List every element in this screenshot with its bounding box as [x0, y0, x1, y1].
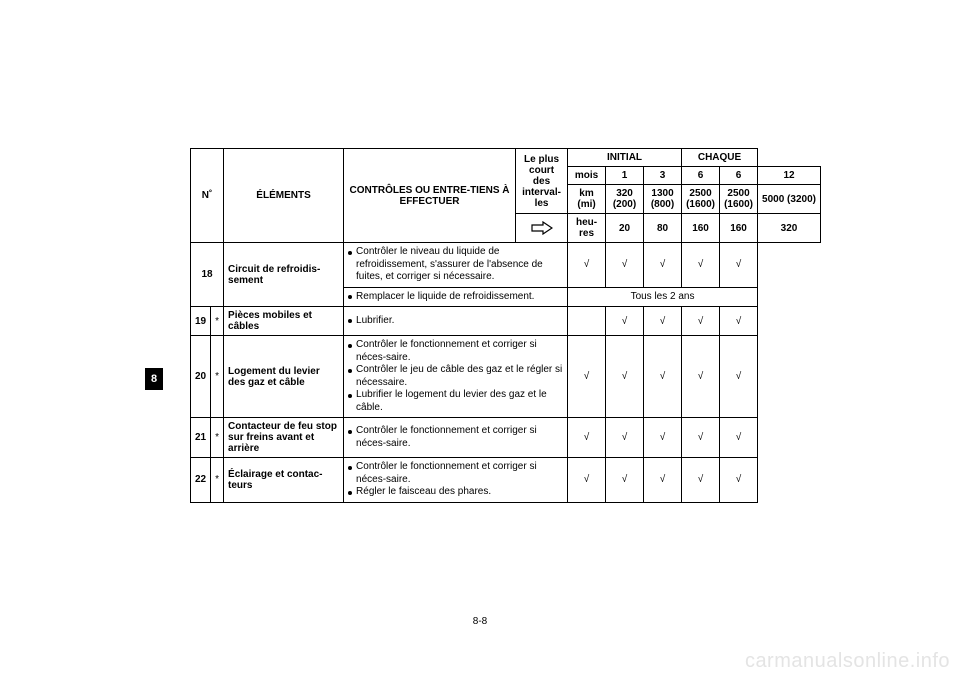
row-element: Circuit de refroidis-sement: [224, 243, 344, 307]
row-star: *: [211, 307, 224, 336]
row-n: 19: [191, 307, 211, 336]
table-row: 20 * Logement du levier des gaz et câble…: [191, 336, 821, 418]
mark: √: [606, 458, 644, 503]
mark: √: [682, 418, 720, 458]
row-element: Éclairage et contac-teurs: [224, 458, 344, 503]
row-star: *: [211, 336, 224, 418]
table-row: 19 * Pièces mobiles et câbles Lubrifier.…: [191, 307, 821, 336]
check-item: Contrôler le fonctionnement et corriger …: [348, 425, 563, 450]
mark: √: [682, 243, 720, 288]
mark: √: [720, 307, 758, 336]
mark: √: [568, 336, 606, 418]
check-item: Contrôler le niveau du liquide de refroi…: [348, 246, 563, 284]
header-km-5: 5000 (3200): [758, 185, 821, 214]
chapter-tab-label: 8: [151, 373, 157, 385]
header-intervals: Le plus court des interval-les: [516, 149, 568, 214]
mark: √: [644, 243, 682, 288]
header-initial: INITIAL: [568, 149, 682, 167]
check-item: Lubrifier.: [348, 315, 563, 328]
watermark: carmanualsonline.info: [745, 650, 950, 673]
check-item: Contrôler le fonctionnement et corriger …: [348, 339, 563, 364]
header-h-2: 80: [644, 214, 682, 243]
header-km-3: 2500 (1600): [682, 185, 720, 214]
header-h-3: 160: [682, 214, 720, 243]
header-mois-3: 3: [644, 167, 682, 185]
mark: √: [568, 458, 606, 503]
header-h-4: 160: [720, 214, 758, 243]
row-checks: Remplacer le liquide de refroidissement.: [344, 287, 568, 307]
row-checks: Lubrifier.: [344, 307, 568, 336]
row-element: Contacteur de feu stop sur freins avant …: [224, 418, 344, 458]
mark: √: [568, 243, 606, 288]
maintenance-table: N˚ ÉLÉMENTS CONTRÔLES OU ENTRE-TIENS À E…: [190, 148, 821, 503]
header-km-2: 1300 (800): [644, 185, 682, 214]
row-n: 22: [191, 458, 211, 503]
mark: √: [644, 307, 682, 336]
row-star: *: [211, 418, 224, 458]
mark: [568, 307, 606, 336]
page-number: 8-8: [0, 616, 960, 627]
row-checks: Contrôler le fonctionnement et corriger …: [344, 336, 568, 418]
mark: √: [720, 458, 758, 503]
row-element: Logement du levier des gaz et câble: [224, 336, 344, 418]
table-header: N˚ ÉLÉMENTS CONTRÔLES OU ENTRE-TIENS À E…: [191, 149, 821, 243]
chapter-tab: 8: [145, 368, 163, 390]
header-mois-6b: 6: [720, 167, 758, 185]
row-star: *: [211, 458, 224, 503]
check-item: Régler le faisceau des phares.: [348, 486, 563, 499]
mark: √: [720, 336, 758, 418]
row-checks: Contrôler le niveau du liquide de refroi…: [344, 243, 568, 288]
header-heures: heu-res: [568, 214, 606, 243]
row-n: 20: [191, 336, 211, 418]
check-item: Contrôler le fonctionnement et corriger …: [348, 461, 563, 486]
mark: √: [644, 336, 682, 418]
mark: √: [606, 418, 644, 458]
mark: √: [720, 243, 758, 288]
row-n: 21: [191, 418, 211, 458]
header-km-1: 320 (200): [606, 185, 644, 214]
mark: √: [682, 307, 720, 336]
table-row: 18 Circuit de refroidis-sement Contrôler…: [191, 243, 821, 288]
header-controls: CONTRÔLES OU ENTRE-TIENS À EFFECTUER: [344, 149, 516, 243]
row-n: 18: [191, 243, 224, 307]
header-mois: mois: [568, 167, 606, 185]
mark: √: [682, 458, 720, 503]
header-mois-12: 12: [758, 167, 821, 185]
row-element: Pièces mobiles et câbles: [224, 307, 344, 336]
mark: √: [682, 336, 720, 418]
check-item: Remplacer le liquide de refroidissement.: [348, 291, 563, 304]
header-mois-6a: 6: [682, 167, 720, 185]
mark: √: [606, 243, 644, 288]
mark: √: [568, 418, 606, 458]
arrow-right-icon: [531, 221, 553, 235]
header-chaque: CHAQUE: [682, 149, 758, 167]
header-km: km (mi): [568, 185, 606, 214]
mark: √: [720, 418, 758, 458]
header-h-5: 320: [758, 214, 821, 243]
table-row: 21 * Contacteur de feu stop sur freins a…: [191, 418, 821, 458]
row-span-note: Tous les 2 ans: [568, 287, 758, 307]
row-checks: Contrôler le fonctionnement et corriger …: [344, 418, 568, 458]
header-h-1: 20: [606, 214, 644, 243]
check-item: Contrôler le jeu de câble des gaz et le …: [348, 364, 563, 389]
row-checks: Contrôler le fonctionnement et corriger …: [344, 458, 568, 503]
header-arrow: [516, 214, 568, 243]
check-item: Lubrifier le logement du levier des gaz …: [348, 389, 563, 414]
table-body: 18 Circuit de refroidis-sement Contrôler…: [191, 243, 821, 503]
mark: √: [644, 458, 682, 503]
header-mois-1: 1: [606, 167, 644, 185]
mark: √: [606, 307, 644, 336]
header-elements: ÉLÉMENTS: [224, 149, 344, 243]
header-n: N˚: [191, 149, 224, 243]
mark: √: [606, 336, 644, 418]
mark: √: [644, 418, 682, 458]
table-row: 22 * Éclairage et contac-teurs Contrôler…: [191, 458, 821, 503]
page: 8 N˚ ÉLÉMENTS CONTRÔLES OU ENTRE-TIENS À…: [0, 0, 960, 679]
header-km-4: 2500 (1600): [720, 185, 758, 214]
